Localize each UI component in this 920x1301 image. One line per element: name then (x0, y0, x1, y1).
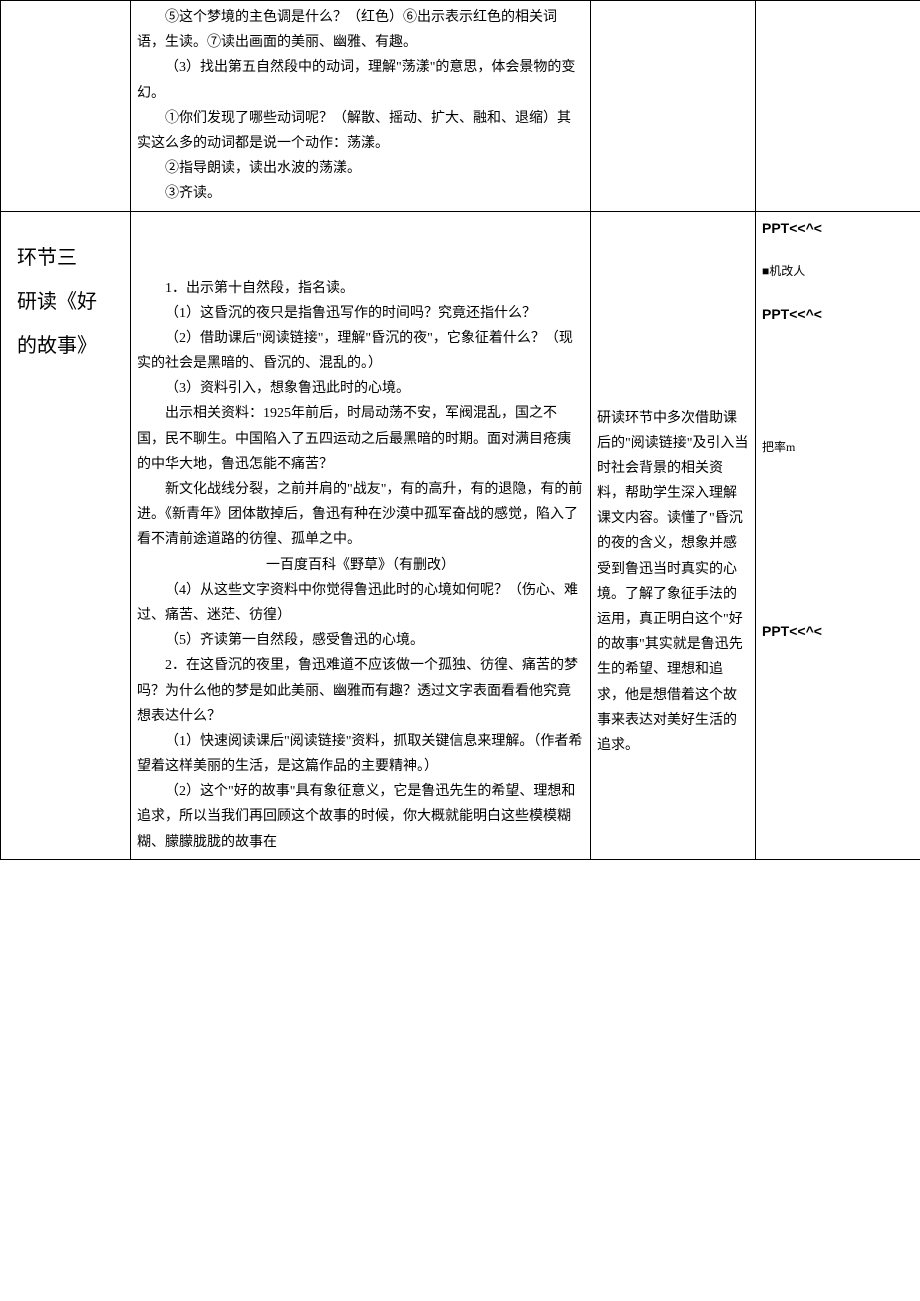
content-paragraph: ③齐读。 (137, 181, 584, 206)
media-note: ■机改人 (762, 261, 914, 283)
content-paragraph: ⑤这个梦境的主色调是什么？（红色）⑥出示表示红色的相关词语，生读。⑦读出画面的美… (137, 5, 584, 55)
content-paragraph: （2）这个"好的故事"具有象征意义，它是鲁迅先生的希望、理想和追求，所以当我们再… (137, 779, 584, 855)
document-page: ⑤这个梦境的主色调是什么？（红色）⑥出示表示红色的相关词语，生读。⑦读出画面的美… (0, 0, 920, 860)
content-paragraph: （2）借助课后"阅读链接"，理解"昏沉的夜"，它象征着什么？（现实的社会是黑暗的… (137, 326, 584, 376)
content-paragraph: （5）齐读第一自然段，感受鲁迅的心境。 (137, 628, 584, 653)
content-paragraph: 1．出示第十自然段，指名读。 (137, 276, 584, 301)
section-title: 环节三 研读《好的故事》 (7, 216, 124, 378)
commentary-text: 研读环节中多次借助课后的"阅读链接"及引入当时社会背景的相关资料，帮助学生深入理… (597, 406, 749, 759)
content-paragraph: （1）这昏沉的夜只是指鲁迅写作的时间吗？究竟还指什么？ (137, 301, 584, 326)
cell-commentary (591, 1, 756, 212)
table-row: ⑤这个梦境的主色调是什么？（红色）⑥出示表示红色的相关词语，生读。⑦读出画面的美… (1, 1, 920, 212)
cell-content: 1．出示第十自然段，指名读。 （1）这昏沉的夜只是指鲁迅写作的时间吗？究竟还指什… (131, 211, 591, 859)
ppt-label: PPT<<^< (762, 302, 914, 327)
content-paragraph: （3）资料引入，想象鲁迅此时的心境。 (137, 376, 584, 401)
section-title-line1: 环节三 (17, 236, 114, 280)
content-paragraph: ②指导朗读，读出水波的荡漾。 (137, 156, 584, 181)
content-paragraph: 出示相关资料：1925年前后，时局动荡不安，军阀混乱，国之不国，民不聊生。中国陷… (137, 401, 584, 477)
content-paragraph: 2．在这昏沉的夜里，鲁迅难道不应该做一个孤独、彷徨、痛苦的梦吗？为什么他的梦是如… (137, 653, 584, 729)
cell-content: ⑤这个梦境的主色调是什么？（红色）⑥出示表示红色的相关词语，生读。⑦读出画面的美… (131, 1, 591, 212)
cell-media (756, 1, 920, 212)
content-paragraph: 新文化战线分裂，之前并肩的"战友"，有的高升，有的退隐，有的前进。《新青年》团体… (137, 477, 584, 553)
lesson-table: ⑤这个梦境的主色调是什么？（红色）⑥出示表示红色的相关词语，生读。⑦读出画面的美… (0, 0, 920, 860)
ppt-label: PPT<<^< (762, 216, 914, 241)
cell-section: 环节三 研读《好的故事》 (1, 211, 131, 859)
cell-section (1, 1, 131, 212)
media-note: 把率m (762, 437, 914, 459)
cell-media: PPT<<^< ■机改人 PPT<<^< 把率m PPT<<^< (756, 211, 920, 859)
cell-commentary: 研读环节中多次借助课后的"阅读链接"及引入当时社会背景的相关资料，帮助学生深入理… (591, 211, 756, 859)
content-paragraph: （1）快速阅读课后"阅读链接"资料，抓取关键信息来理解。（作者希望着这样美丽的生… (137, 729, 584, 779)
ppt-label: PPT<<^< (762, 619, 914, 644)
content-source: 一百度百科《野草》（有删改） (137, 553, 584, 578)
content-paragraph: ①你们发现了哪些动词呢？（解散、摇动、扩大、融和、退缩）其实这么多的动词都是说一… (137, 106, 584, 156)
section-title-line2: 研读《好的故事》 (17, 280, 114, 368)
table-row: 环节三 研读《好的故事》 1．出示第十自然段，指名读。 （1）这昏沉的夜只是指鲁… (1, 211, 920, 859)
content-paragraph: （3）找出第五自然段中的动词，理解"荡漾"的意思，体会景物的变幻。 (137, 55, 584, 105)
content-paragraph: （4）从这些文字资料中你觉得鲁迅此时的心境如何呢？（伤心、难过、痛苦、迷茫、彷徨… (137, 578, 584, 628)
